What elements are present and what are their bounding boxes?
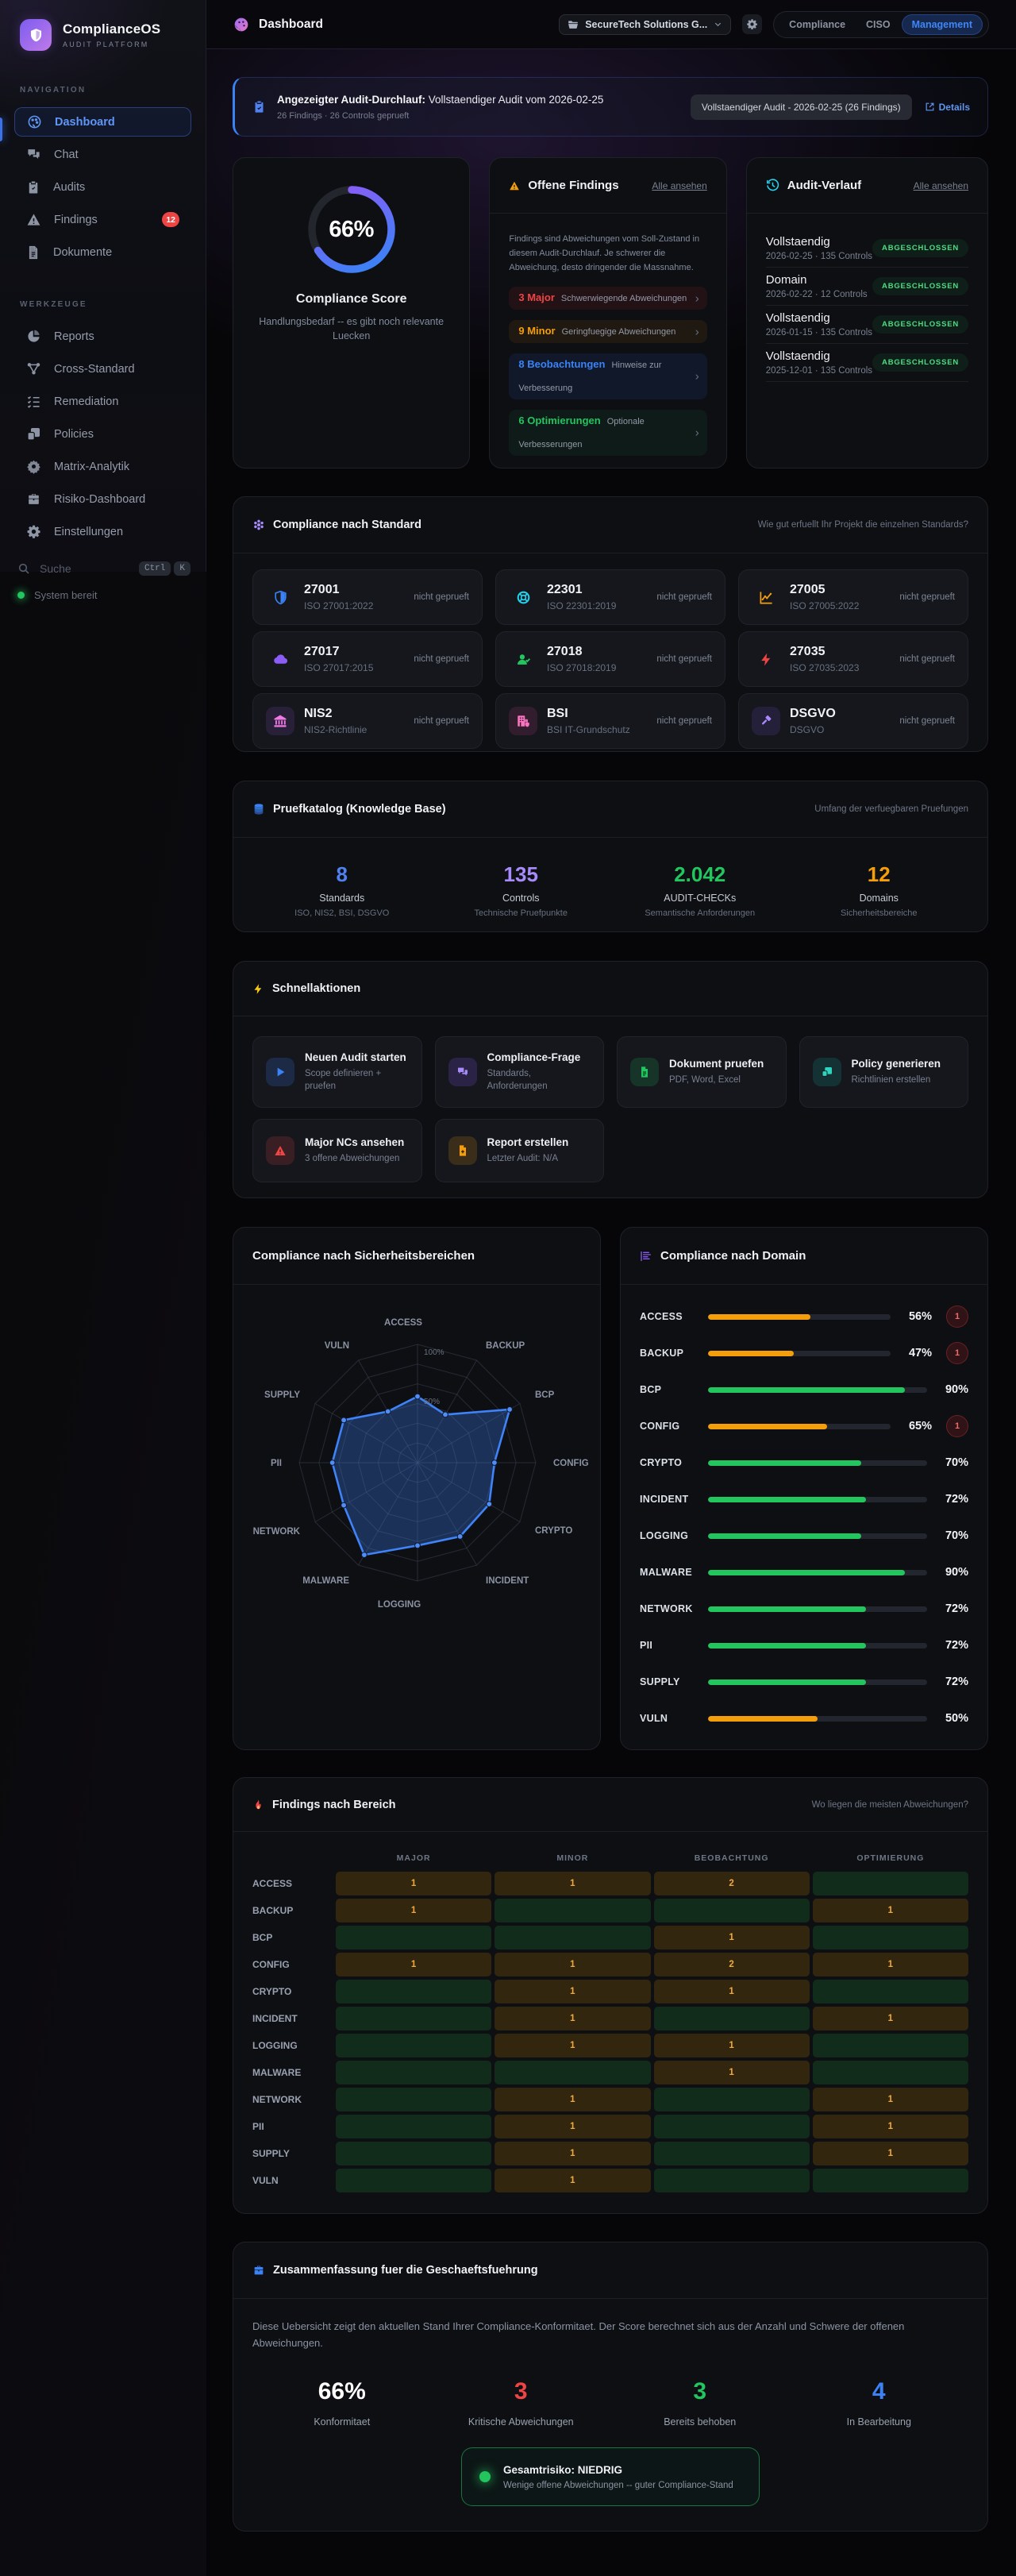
svg-text:INCIDENT: INCIDENT: [486, 1576, 529, 1586]
svg-text:50%: 50%: [424, 1398, 440, 1406]
svg-text:ACCESS: ACCESS: [384, 1318, 422, 1328]
svg-text:VULN: VULN: [325, 1341, 349, 1351]
svg-text:LOGGING: LOGGING: [378, 1600, 421, 1610]
svg-text:BACKUP: BACKUP: [486, 1341, 525, 1351]
svg-text:100%: 100%: [424, 1348, 444, 1357]
svg-text:CRYPTO: CRYPTO: [535, 1526, 572, 1536]
svg-text:BCP: BCP: [535, 1390, 555, 1400]
svg-text:NETWORK: NETWORK: [253, 1527, 301, 1537]
svg-text:CONFIG: CONFIG: [553, 1459, 589, 1468]
svg-text:PII: PII: [271, 1459, 282, 1468]
svg-text:MALWARE: MALWARE: [302, 1576, 349, 1586]
svg-text:SUPPLY: SUPPLY: [264, 1390, 300, 1400]
